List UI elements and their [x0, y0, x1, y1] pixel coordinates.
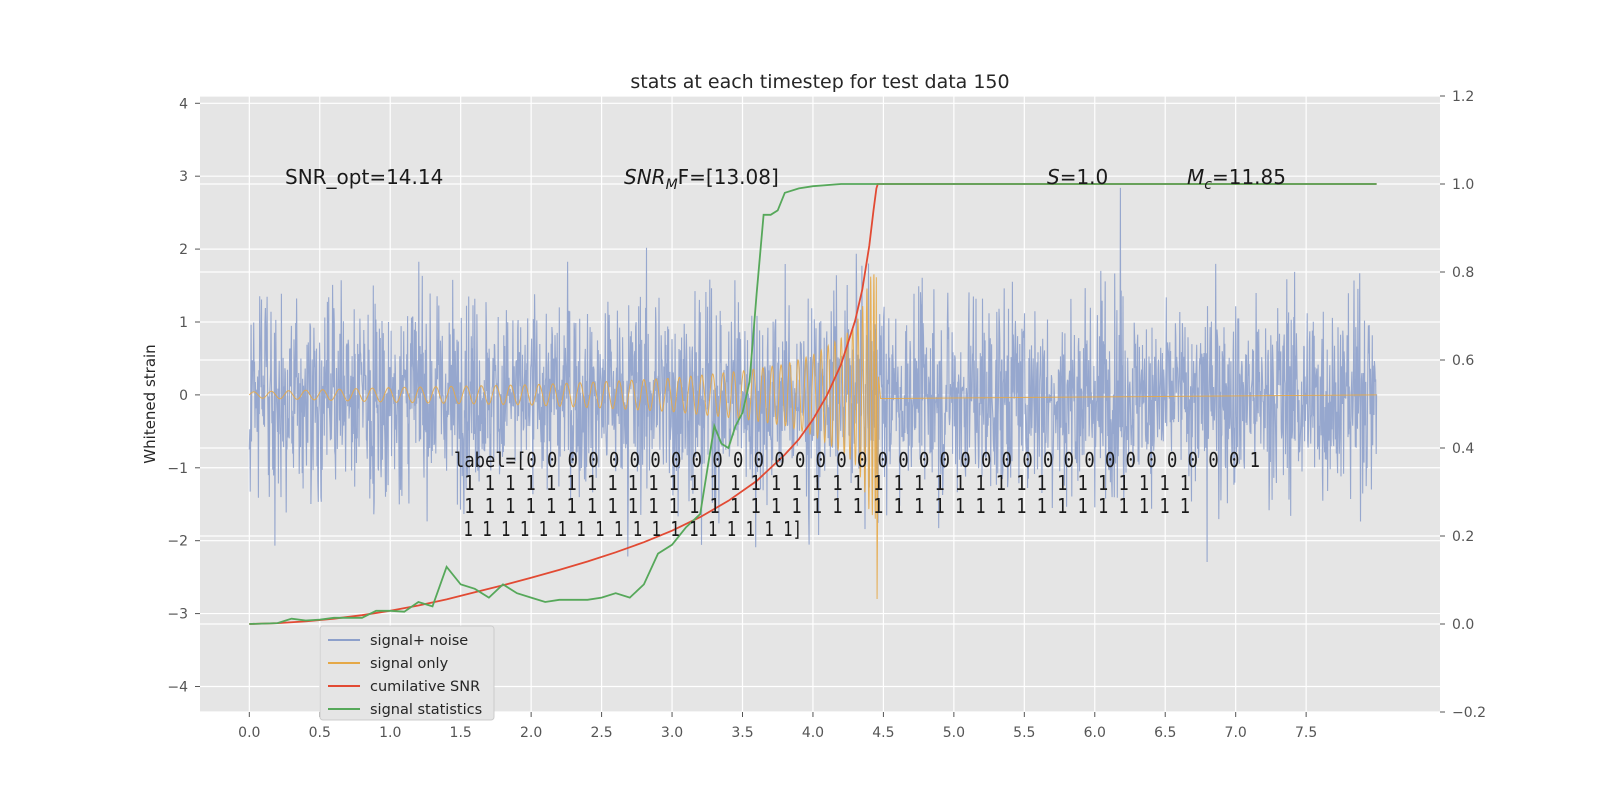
label-line-3: 1 1 1 1 1 1 1 1 1 1 1 1 1 1 1 1 1 1 1 1 … [454, 494, 1190, 518]
y-tick-label: −1 [167, 461, 188, 477]
x-tick-label: 7.5 [1295, 725, 1317, 741]
y2-tick-label: 1.0 [1452, 177, 1474, 193]
cumulative-snr-line [249, 183, 1377, 625]
s-rest: =1.0 [1060, 165, 1109, 189]
signal-only-series [248, 274, 1377, 600]
y2-tick-label: −0.2 [1452, 705, 1486, 721]
label-line-1: label=[0 0 0 0 0 0 0 0 0 0 0 0 0 0 0 0 0… [454, 448, 1260, 472]
s-main: S [1047, 165, 1060, 189]
x-tick-label: 4.5 [872, 725, 894, 741]
legend-label-signal: signal only [370, 656, 449, 672]
legend-box [319, 625, 495, 721]
mc-main: M [1187, 165, 1204, 189]
y2-tick-label: 0.8 [1452, 265, 1474, 281]
x-tick-label: 5.5 [1013, 725, 1035, 741]
chart-title: stats at each timestep for test data 150 [630, 71, 1009, 93]
y-tick-label: 0 [179, 388, 188, 404]
y2-tick-label: 0.0 [1452, 617, 1474, 633]
y2-tick-label: 1.2 [1452, 89, 1474, 105]
s-annotation: S=1.0 [1047, 165, 1108, 189]
x-tick-label: 2.5 [590, 725, 612, 741]
y-tick-label: 3 [179, 169, 188, 185]
label-line-2: 1 1 1 1 1 1 1 1 1 1 1 1 1 1 1 1 1 1 1 1 … [454, 471, 1190, 495]
label-line-4: 1 1 1 1 1 1 1 1 1 1 1 1 1 1 1 1 1 1] [454, 517, 802, 541]
y2-tick-label: 0.4 [1452, 441, 1474, 457]
x-tick-label: 3.0 [661, 725, 683, 741]
x-tick-label: 2.0 [520, 725, 542, 741]
axes: 0.0 0.5 1.0 1.5 2.0 2.5 3.0 3.5 4.0 4.5 5.0 5.5 6.0 6… [167, 89, 1486, 741]
x-tick-label: 0.5 [309, 725, 331, 741]
x-tick-label: 5.0 [943, 725, 965, 741]
x-tick-label: 1.5 [450, 725, 472, 741]
x-tick-label: 1.0 [379, 725, 401, 741]
y-tick-label: 2 [179, 242, 188, 258]
snr-mf-annotation: SNRMF=[13.08] [624, 165, 779, 193]
legend-label-stats: signal statistics [370, 702, 482, 718]
y-tick-label: 4 [179, 96, 188, 112]
y-axis-label: Whitened strain [141, 344, 159, 463]
snr-mf-rest: F=[13.08] [678, 165, 779, 189]
mc-annotation: Mc=11.85 [1187, 165, 1286, 193]
x-tick-label: 0.0 [238, 725, 260, 741]
signal-only-line [248, 274, 1377, 600]
x-tick-label: 6.5 [1154, 725, 1176, 741]
x-tick-label: 4.0 [802, 725, 824, 741]
mc-sub: c [1204, 177, 1212, 193]
statistic-lines [249, 183, 1377, 625]
y-tick-label: −4 [167, 679, 188, 695]
snr-opt-annotation: SNR_opt=14.14 [285, 165, 443, 189]
y-tick-label: −2 [167, 534, 188, 550]
y-tick-label: 1 [179, 315, 188, 331]
x-tick-label: 7.0 [1225, 725, 1247, 741]
snr-mf-main: SNR [624, 165, 666, 189]
y-tick-label: −3 [167, 607, 188, 623]
signal-statistics-line [249, 183, 1377, 625]
legend-label-snr: cumilative SNR [370, 679, 480, 695]
mc-rest: =11.85 [1212, 165, 1286, 189]
y2-tick-label: 0.6 [1452, 353, 1474, 369]
x-tick-label: 6.0 [1084, 725, 1106, 741]
label-annotation: label=[0 0 0 0 0 0 0 0 0 0 0 0 0 0 0 0 0… [454, 448, 1260, 541]
snr-mf-sub: M [666, 177, 678, 193]
legend: signal+ noise signal only cumilative SNR… [319, 625, 495, 721]
y2-tick-label: 0.2 [1452, 529, 1474, 545]
x-tick-label: 3.5 [731, 725, 753, 741]
legend-label-noise: signal+ noise [370, 633, 468, 649]
